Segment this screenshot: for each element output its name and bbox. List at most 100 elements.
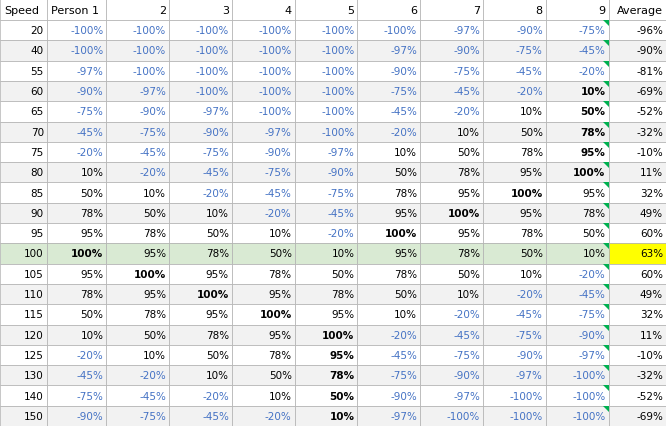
Text: -100%: -100% bbox=[509, 411, 543, 421]
Text: -20%: -20% bbox=[77, 147, 103, 158]
Text: 100%: 100% bbox=[448, 208, 480, 219]
Text: 95%: 95% bbox=[81, 269, 103, 279]
Text: -100%: -100% bbox=[196, 87, 229, 97]
Text: 78%: 78% bbox=[143, 229, 166, 239]
Bar bbox=[232, 406, 294, 426]
Text: 95%: 95% bbox=[206, 310, 229, 320]
Bar bbox=[609, 406, 666, 426]
Bar bbox=[483, 365, 545, 386]
Text: 10%: 10% bbox=[206, 370, 229, 380]
Bar bbox=[232, 244, 294, 264]
Bar bbox=[609, 325, 666, 345]
Bar bbox=[169, 224, 232, 244]
Polygon shape bbox=[603, 264, 609, 270]
Text: -20%: -20% bbox=[202, 188, 229, 198]
Bar bbox=[169, 142, 232, 163]
Text: -20%: -20% bbox=[139, 168, 166, 178]
Text: 63%: 63% bbox=[640, 249, 663, 259]
Text: -100%: -100% bbox=[70, 26, 103, 36]
Bar bbox=[609, 264, 666, 284]
Text: 50%: 50% bbox=[81, 188, 103, 198]
Bar bbox=[47, 142, 107, 163]
Text: -100%: -100% bbox=[196, 66, 229, 77]
Text: 10%: 10% bbox=[81, 168, 103, 178]
Text: -100%: -100% bbox=[133, 66, 166, 77]
Bar bbox=[169, 163, 232, 183]
Text: 65: 65 bbox=[31, 107, 44, 117]
Text: 95%: 95% bbox=[583, 188, 605, 198]
Bar bbox=[47, 345, 107, 365]
Bar bbox=[420, 142, 483, 163]
Text: -45%: -45% bbox=[390, 350, 417, 360]
Polygon shape bbox=[603, 41, 609, 47]
Polygon shape bbox=[603, 163, 609, 169]
Bar bbox=[483, 264, 545, 284]
Bar bbox=[609, 345, 666, 365]
Bar bbox=[420, 244, 483, 264]
Text: -90%: -90% bbox=[454, 46, 480, 56]
Text: 78%: 78% bbox=[268, 269, 292, 279]
Text: -75%: -75% bbox=[77, 391, 103, 400]
Bar bbox=[232, 305, 294, 325]
Text: 10%: 10% bbox=[332, 249, 354, 259]
Bar bbox=[483, 82, 545, 102]
Text: 10%: 10% bbox=[330, 411, 354, 421]
Polygon shape bbox=[603, 224, 609, 230]
Text: -45%: -45% bbox=[579, 289, 605, 299]
Text: 50%: 50% bbox=[268, 249, 292, 259]
Bar bbox=[107, 21, 169, 41]
Text: 150: 150 bbox=[24, 411, 44, 421]
Text: 50%: 50% bbox=[457, 269, 480, 279]
Text: 10%: 10% bbox=[143, 188, 166, 198]
Bar bbox=[358, 0, 420, 21]
Text: -100%: -100% bbox=[70, 46, 103, 56]
Bar bbox=[0, 264, 47, 284]
Bar bbox=[232, 82, 294, 102]
Bar bbox=[294, 142, 358, 163]
Text: -45%: -45% bbox=[77, 127, 103, 137]
Text: 11%: 11% bbox=[640, 168, 663, 178]
Bar bbox=[107, 122, 169, 142]
Text: 100%: 100% bbox=[573, 168, 605, 178]
Bar bbox=[294, 305, 358, 325]
Bar bbox=[358, 61, 420, 82]
Text: -32%: -32% bbox=[636, 127, 663, 137]
Bar bbox=[0, 21, 47, 41]
Bar bbox=[609, 305, 666, 325]
Text: 50%: 50% bbox=[457, 147, 480, 158]
Text: 50%: 50% bbox=[332, 269, 354, 279]
Bar bbox=[0, 203, 47, 224]
Text: 10%: 10% bbox=[268, 229, 292, 239]
Polygon shape bbox=[603, 386, 609, 391]
Text: 50%: 50% bbox=[394, 168, 417, 178]
Text: -97%: -97% bbox=[516, 370, 543, 380]
Text: Person 1: Person 1 bbox=[51, 6, 99, 15]
Bar bbox=[483, 244, 545, 264]
Bar bbox=[294, 122, 358, 142]
Text: -20%: -20% bbox=[390, 127, 417, 137]
Bar bbox=[232, 345, 294, 365]
Bar bbox=[294, 21, 358, 41]
Text: 50%: 50% bbox=[81, 310, 103, 320]
Bar bbox=[107, 142, 169, 163]
Bar bbox=[545, 325, 609, 345]
Bar bbox=[169, 41, 232, 61]
Bar bbox=[0, 0, 47, 21]
Bar bbox=[358, 284, 420, 305]
Bar bbox=[358, 305, 420, 325]
Bar bbox=[107, 163, 169, 183]
Text: 100%: 100% bbox=[134, 269, 166, 279]
Text: 95%: 95% bbox=[519, 168, 543, 178]
Text: -81%: -81% bbox=[636, 66, 663, 77]
Bar bbox=[232, 203, 294, 224]
Bar bbox=[47, 163, 107, 183]
Text: -100%: -100% bbox=[258, 46, 292, 56]
Bar bbox=[545, 345, 609, 365]
Text: -75%: -75% bbox=[202, 147, 229, 158]
Bar bbox=[609, 365, 666, 386]
Bar bbox=[232, 41, 294, 61]
Bar bbox=[420, 82, 483, 102]
Bar bbox=[0, 386, 47, 406]
Text: -75%: -75% bbox=[516, 330, 543, 340]
Text: 100%: 100% bbox=[260, 310, 292, 320]
